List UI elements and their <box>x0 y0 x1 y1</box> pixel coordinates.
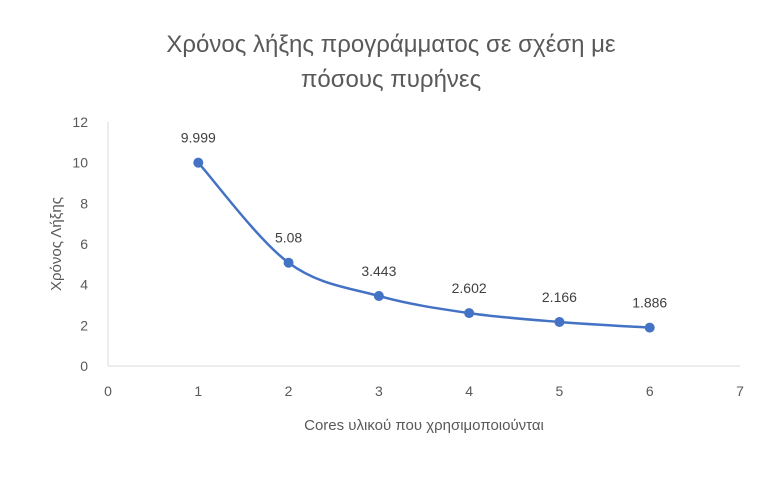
x-tick-label: 5 <box>556 383 564 399</box>
y-tick-label: 10 <box>72 155 88 171</box>
data-label: 9.999 <box>181 130 216 146</box>
data-labels: 9.999 5.08 3.443 2.602 2.166 1.886 <box>181 130 668 311</box>
data-point <box>644 322 655 333</box>
data-point <box>373 290 384 301</box>
y-tick-label: 2 <box>80 317 88 333</box>
x-axis-label: Cores υλικού που χρησιμοποιούνται <box>304 417 544 434</box>
y-tick-labels: 0 2 4 6 8 10 12 <box>72 114 88 374</box>
x-tick-label: 6 <box>646 383 654 399</box>
y-tick-label: 6 <box>80 236 88 252</box>
y-tick-label: 8 <box>80 195 88 211</box>
x-tick-label: 2 <box>285 383 293 399</box>
x-tick-label: 1 <box>194 383 202 399</box>
data-label: 2.602 <box>452 280 487 296</box>
x-tick-labels: 0 1 2 3 4 5 6 7 <box>104 383 744 399</box>
x-tick-label: 0 <box>104 383 112 399</box>
data-point <box>193 157 204 168</box>
y-tick-label: 0 <box>80 358 88 374</box>
y-axis-label: Χρόνος Λήξης <box>48 197 65 291</box>
x-tick-label: 3 <box>375 383 383 399</box>
data-label: 3.443 <box>361 263 396 279</box>
data-label: 2.166 <box>542 289 577 305</box>
data-points <box>193 157 655 333</box>
data-label: 5.08 <box>275 230 302 246</box>
series-line <box>197 161 650 329</box>
data-point <box>283 257 294 268</box>
data-point <box>554 316 565 327</box>
y-tick-label: 4 <box>80 277 88 293</box>
chart-title-line-1: Χρόνος λήξης προγράμματος σε σχέση με <box>166 31 616 58</box>
x-tick-label: 4 <box>465 383 473 399</box>
data-label: 1.886 <box>632 295 667 311</box>
x-tick-label: 7 <box>736 383 744 399</box>
data-point <box>464 308 475 319</box>
chart-title-line-2: πόσους πυρήνες <box>301 66 481 93</box>
y-tick-label: 12 <box>72 114 88 130</box>
